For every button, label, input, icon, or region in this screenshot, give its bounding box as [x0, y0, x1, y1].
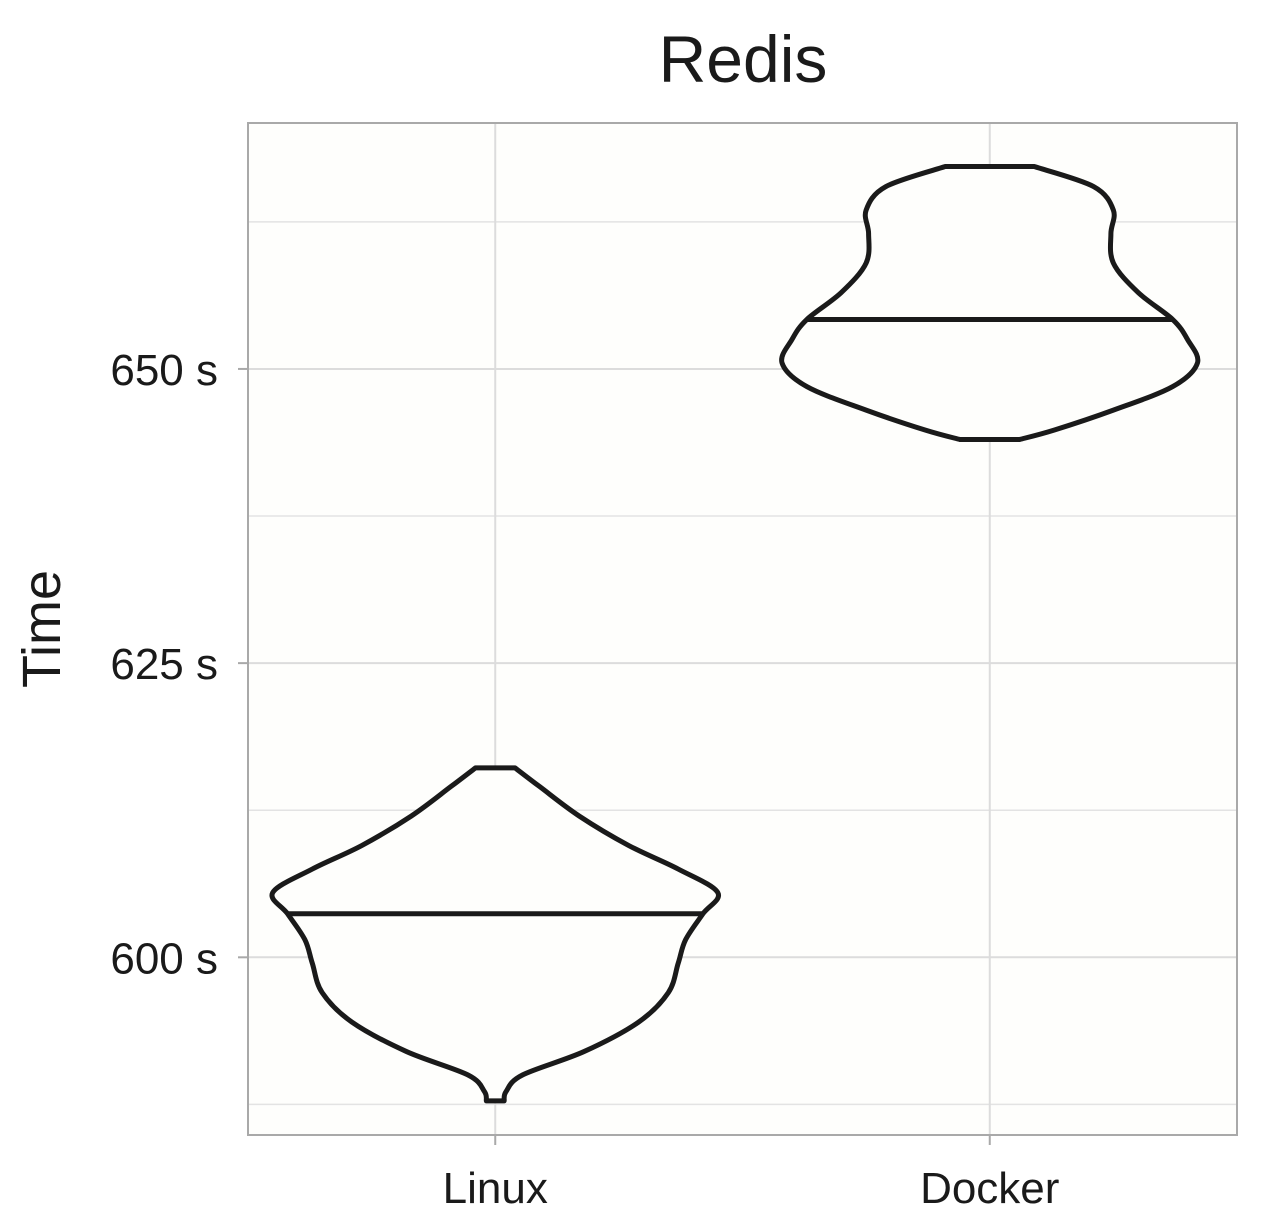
violin-docker [779, 164, 1201, 443]
chart-title: Redis [659, 22, 828, 96]
plot-border [247, 122, 1238, 1136]
x-tick-label: Docker [920, 1164, 1059, 1213]
y-tick-label: 625 s [110, 640, 218, 689]
axis-ticks: 600 s 625 s 650 s Linux Docker [110, 346, 1059, 1213]
y-tick-label: 600 s [110, 934, 218, 983]
violin-linux [269, 765, 721, 1104]
y-axis-title: Time [12, 570, 72, 688]
x-tick-label: Linux [443, 1164, 548, 1213]
violins [269, 164, 1201, 1104]
y-tick-label: 650 s [110, 346, 218, 395]
